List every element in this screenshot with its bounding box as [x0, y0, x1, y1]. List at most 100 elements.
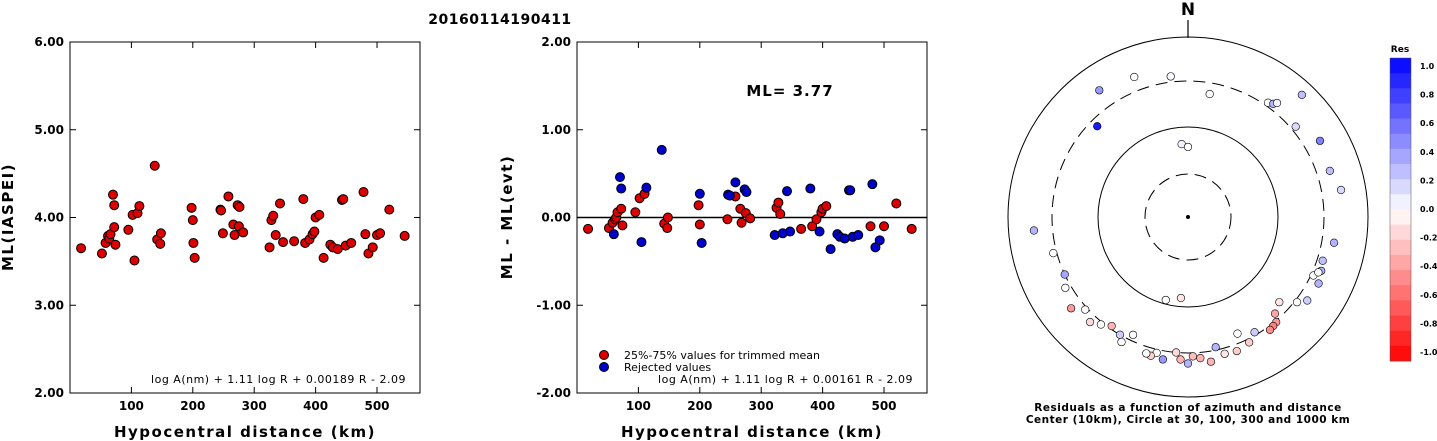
rejected-point: [614, 172, 625, 183]
station-residual-point: [1272, 98, 1282, 108]
station-residual-point: [1318, 256, 1327, 265]
data-point: [187, 215, 198, 226]
x-tick-label: 300: [749, 399, 774, 413]
rejected-point: [814, 226, 825, 237]
x-tick-label: 100: [119, 399, 144, 413]
trimmed-mean-point: [745, 213, 756, 224]
station-residual-point: [1158, 355, 1167, 364]
trimmed-mean-point: [811, 214, 822, 225]
plot2-formula: log A(nm) + 1.11 log R + 0.00161 R - 2.0…: [658, 373, 913, 386]
station-residual-point: [1245, 338, 1254, 347]
station-residual-point: [1329, 238, 1339, 247]
y-tick-label: -1.00: [536, 298, 571, 312]
center-dot: [1186, 215, 1190, 219]
station-residual-point: [1275, 298, 1284, 307]
data-point: [186, 202, 197, 213]
rejected-point: [656, 144, 667, 155]
rejected-point: [782, 186, 792, 197]
polar-caption-line2: Center (10km), Circle at 30, 100, 300 an…: [1026, 414, 1350, 426]
plot2-ylabel: ML - ML(evt): [498, 155, 516, 279]
rejected-point: [696, 237, 707, 248]
north-label: N: [1181, 0, 1195, 20]
data-point: [155, 238, 166, 249]
colorbar-step: [1390, 88, 1411, 104]
colorbar-step: [1390, 345, 1411, 362]
colorbar-step: [1390, 285, 1411, 301]
rejected-point: [874, 235, 885, 246]
data-point: [129, 255, 140, 266]
rejected-point: [785, 226, 796, 237]
station-residual-point: [1315, 136, 1325, 145]
station-residual-point: [1233, 329, 1242, 338]
data-point: [278, 237, 289, 248]
x-tick-label: 400: [303, 399, 328, 413]
data-point: [338, 194, 349, 205]
data-point: [149, 160, 160, 171]
station-residual-point: [1128, 330, 1138, 339]
station-residual-point: [1176, 355, 1185, 364]
station-residual-point: [1049, 249, 1058, 258]
station-residual-point: [1206, 357, 1216, 366]
data-point: [223, 191, 234, 202]
y-tick-label: -2.00: [536, 386, 571, 400]
circle-30km: [1144, 173, 1232, 261]
rejected-point: [608, 229, 619, 240]
data-point: [289, 236, 300, 247]
data-point: [189, 252, 200, 263]
data-point: [107, 189, 118, 200]
station-residual-point: [1292, 298, 1302, 307]
data-point: [123, 224, 134, 235]
y-tick-label: 0.00: [541, 211, 571, 225]
station-residual-point: [1096, 320, 1106, 329]
azimuth-residual-plot: N Residuals as a function of azimuth and…: [1007, 0, 1369, 426]
legend-blue-marker: [599, 362, 609, 372]
x-tick-label: 200: [687, 399, 712, 413]
colorbar-step: [1390, 224, 1411, 241]
circle-1000km: [1007, 36, 1369, 398]
rejected-point: [769, 230, 780, 241]
station-residual-point: [1107, 321, 1116, 331]
trimmed-mean-point: [736, 217, 747, 228]
colorbar-tick-label: -0.6: [1420, 291, 1437, 300]
data-point: [298, 194, 309, 205]
data-point: [367, 242, 378, 253]
station-residual-point: [1336, 185, 1346, 195]
colorbar-tick-label: 0.6: [1420, 119, 1435, 128]
trimmed-mean-point: [693, 200, 704, 211]
colorbar-tick-label: 0.2: [1420, 176, 1434, 185]
colorbar-step: [1390, 179, 1411, 195]
colorbar-tick-label: 1.0: [1420, 62, 1435, 71]
station-residual-point: [1325, 166, 1334, 176]
x-tick-label: 100: [626, 399, 651, 413]
station-residual-point: [1085, 317, 1095, 327]
colorbar-title: Res: [1391, 45, 1409, 55]
y-tick-label: 5.00: [34, 123, 64, 137]
data-point: [109, 222, 120, 233]
trimmed-mean-point: [616, 203, 627, 214]
data-point: [264, 242, 275, 253]
station-residual-point: [1081, 305, 1090, 314]
data-point: [216, 205, 227, 216]
data-point: [238, 227, 249, 238]
station-residual-point: [1060, 270, 1069, 279]
colorbar-step: [1390, 148, 1411, 165]
colorbar-tick-label: -0.8: [1420, 319, 1437, 328]
station-residual-point: [1250, 328, 1259, 337]
x-tick-label: 300: [242, 399, 267, 413]
data-point: [76, 243, 87, 254]
colorbar-step: [1390, 270, 1411, 286]
station-residual-point: [1303, 296, 1312, 305]
trimmed-mean-point: [662, 212, 673, 223]
legend-blue-label: Rejected values: [624, 361, 711, 374]
station-residual-point: [1093, 122, 1102, 131]
station-residual-point: [1314, 268, 1323, 277]
rejected-point: [730, 177, 741, 188]
data-point: [217, 228, 228, 239]
circle-300km: [1051, 80, 1325, 354]
colorbar-step: [1390, 315, 1411, 332]
data-point: [360, 229, 371, 240]
station-residual-point: [1183, 142, 1193, 152]
data-point: [384, 204, 395, 215]
station-residual-point: [1067, 304, 1076, 313]
